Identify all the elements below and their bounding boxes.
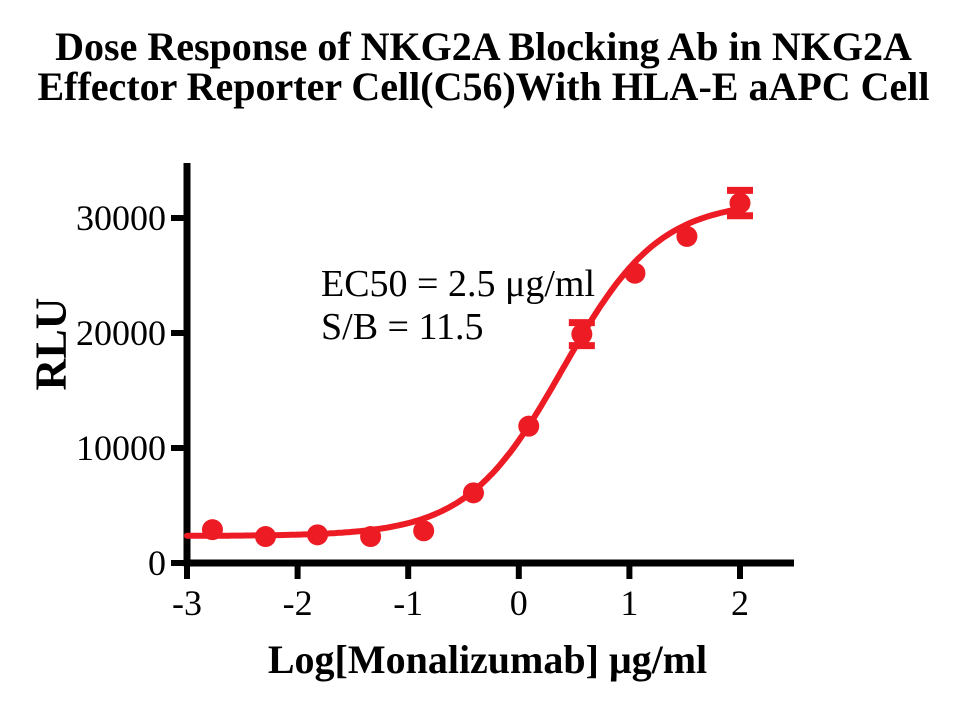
- data-point: [413, 520, 435, 542]
- y-tick-label: 30000: [76, 198, 166, 238]
- x-tick-label: -2: [283, 583, 313, 623]
- data-point: [624, 262, 646, 284]
- chart-title: Dose Response of NKG2A Blocking Ab in NK…: [0, 27, 967, 107]
- data-point: [255, 526, 277, 548]
- chart-title-line1: Dose Response of NKG2A Blocking Ab in NK…: [55, 24, 912, 69]
- data-point: [518, 415, 540, 437]
- chart-title-line2: Effector Reporter Cell(C56)With HLA-E aA…: [37, 64, 930, 109]
- x-tick-label: 0: [510, 583, 528, 623]
- data-point: [729, 192, 751, 214]
- fit-annotation: EC50 = 2.5 μg/ml S/B = 11.5: [321, 263, 595, 349]
- data-point: [360, 526, 382, 548]
- fit-curve: [184, 206, 743, 539]
- data-point: [462, 482, 484, 504]
- y-tick-label: 10000: [76, 428, 166, 468]
- y-tick-label: 0: [148, 543, 166, 583]
- x-tick-label: -3: [172, 583, 202, 623]
- data-point: [676, 225, 698, 247]
- ec50-annotation: EC50 = 2.5 μg/ml: [321, 263, 596, 305]
- data-point: [201, 519, 223, 541]
- x-tick-label: 1: [620, 583, 638, 623]
- x-axis-title: Log[Monalizumab] μg/ml: [267, 637, 708, 682]
- data-point: [307, 524, 329, 546]
- data-point: [571, 323, 593, 345]
- x-tick-label: 2: [731, 583, 749, 623]
- y-tick-label: 20000: [76, 313, 166, 353]
- y-axis-title: RLU: [26, 297, 76, 391]
- signal-background-annotation: S/B = 11.5: [321, 306, 484, 348]
- x-tick-label: -1: [393, 583, 423, 623]
